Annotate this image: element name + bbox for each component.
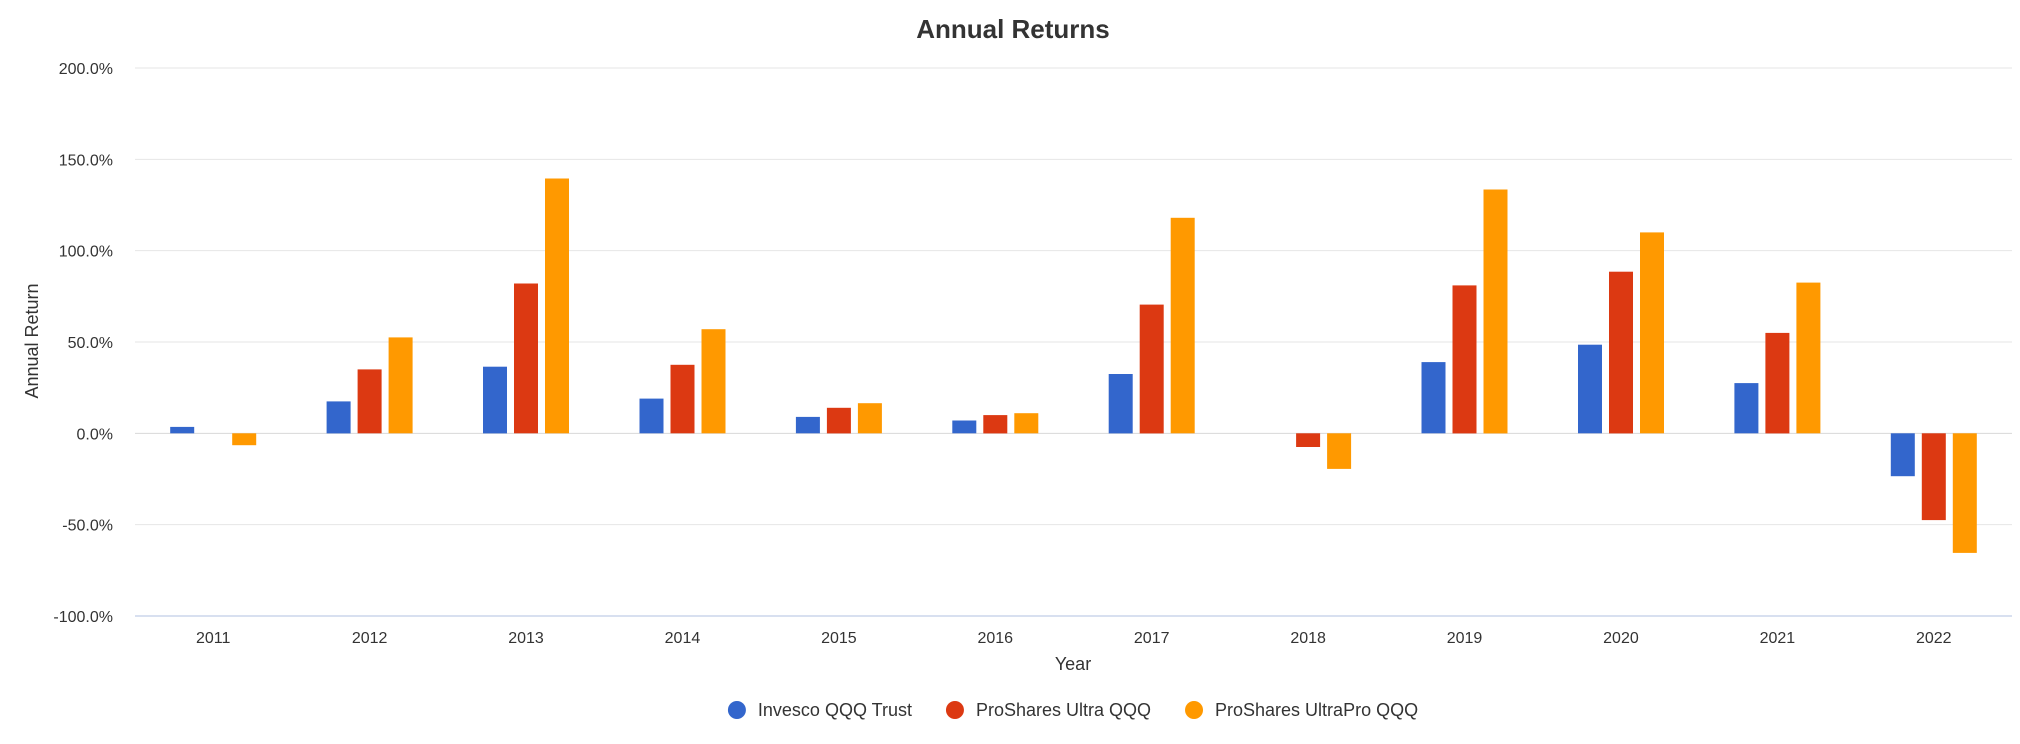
- y-tick-label: 200.0%: [59, 61, 113, 78]
- x-axis-label: Year: [1055, 654, 1091, 674]
- bar-2021-series-1[interactable]: [1734, 383, 1759, 434]
- bar-2022-series-2[interactable]: [1921, 433, 1946, 521]
- x-tick-label: 2013: [508, 630, 544, 647]
- bar-2022-series-1[interactable]: [1890, 433, 1915, 477]
- legend-label-2: ProShares Ultra QQQ: [976, 700, 1151, 720]
- bar-2019-series-3[interactable]: [1483, 189, 1508, 434]
- bar-2016-series-2[interactable]: [983, 415, 1008, 434]
- x-tick-label: 2011: [196, 630, 231, 647]
- bar-2012-series-1[interactable]: [326, 401, 351, 434]
- bar-2011-series-1[interactable]: [170, 426, 195, 434]
- legend-marker-2[interactable]: [945, 701, 964, 719]
- x-tick-label: 2015: [821, 630, 857, 647]
- bar-2014-series-1[interactable]: [639, 398, 664, 434]
- bar-2022-series-3[interactable]: [1952, 433, 1977, 553]
- legend-label-1: Invesco QQQ Trust: [758, 700, 912, 720]
- x-tick-label: 2020: [1603, 630, 1639, 647]
- bar-2012-series-3[interactable]: [388, 337, 413, 434]
- bar-2012-series-2[interactable]: [357, 369, 382, 434]
- bar-2015-series-3[interactable]: [857, 403, 882, 434]
- bars-layer: [170, 178, 1977, 553]
- bar-2017-series-2[interactable]: [1139, 304, 1164, 434]
- bar-2019-series-2[interactable]: [1452, 285, 1477, 434]
- bar-2014-series-3[interactable]: [701, 329, 726, 434]
- bar-2020-series-1[interactable]: [1578, 344, 1602, 434]
- x-tick-label: 2022: [1916, 630, 1952, 647]
- y-tick-label: -50.0%: [62, 518, 113, 535]
- y-tick-label: 150.0%: [59, 152, 113, 169]
- bar-2016-series-3[interactable]: [1014, 413, 1039, 434]
- y-tick-label: 50.0%: [68, 335, 113, 352]
- bar-2018-series-2[interactable]: [1296, 433, 1321, 447]
- bar-2018-series-3[interactable]: [1327, 433, 1352, 469]
- x-tick-label: 2021: [1760, 630, 1796, 647]
- legend-marker-1[interactable]: [727, 701, 746, 719]
- x-tick-label: 2019: [1447, 630, 1483, 647]
- grid-layer: [135, 67, 2012, 526]
- y-tick-label: 100.0%: [59, 244, 113, 261]
- x-tick-label: 2018: [1290, 630, 1326, 647]
- legend: Invesco QQQ Trust ProShares Ultra QQQ ProS…: [727, 700, 1418, 720]
- bar-2011-series-3[interactable]: [232, 433, 257, 446]
- bar-2020-series-3[interactable]: [1640, 232, 1664, 434]
- bar-2017-series-3[interactable]: [1170, 217, 1195, 434]
- x-tick-label: 2016: [977, 630, 1013, 647]
- bar-2013-series-2[interactable]: [514, 283, 538, 434]
- bar-2021-series-2[interactable]: [1765, 332, 1790, 434]
- bar-2019-series-1[interactable]: [1421, 362, 1446, 434]
- bar-2015-series-2[interactable]: [826, 407, 851, 434]
- y-axis-label: Annual Return: [22, 283, 42, 398]
- x-tick-label: 2014: [665, 630, 701, 647]
- bar-2014-series-2[interactable]: [670, 364, 695, 434]
- bar-2016-series-1[interactable]: [952, 420, 977, 434]
- chart-title: Annual Returns: [916, 14, 1110, 44]
- axis-layer: -100.0% -50.0% 0.0% 50.0% 100.0% 150.0% 200.0%…: [53, 61, 2012, 647]
- bar-2015-series-1[interactable]: [795, 416, 820, 434]
- bar-2021-series-3[interactable]: [1796, 282, 1821, 434]
- bar-2013-series-1[interactable]: [483, 366, 507, 434]
- y-tick-label: 0.0%: [77, 426, 113, 443]
- y-tick-label: -100.0%: [53, 609, 113, 626]
- legend-label-3: ProShares UltraPro QQQ: [1215, 700, 1418, 720]
- bar-2020-series-2[interactable]: [1609, 271, 1633, 434]
- x-tick-label: 2012: [352, 630, 388, 647]
- bar-2017-series-1[interactable]: [1108, 374, 1133, 434]
- x-tick-label: 2017: [1134, 630, 1170, 647]
- legend-marker-3[interactable]: [1185, 701, 1204, 719]
- bar-2013-series-3[interactable]: [545, 178, 569, 434]
